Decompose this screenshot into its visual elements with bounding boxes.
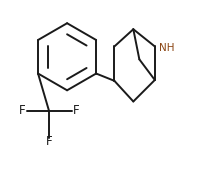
Text: F: F bbox=[45, 135, 52, 148]
Text: F: F bbox=[19, 104, 26, 117]
Text: NH: NH bbox=[158, 43, 174, 53]
Text: F: F bbox=[73, 104, 79, 117]
